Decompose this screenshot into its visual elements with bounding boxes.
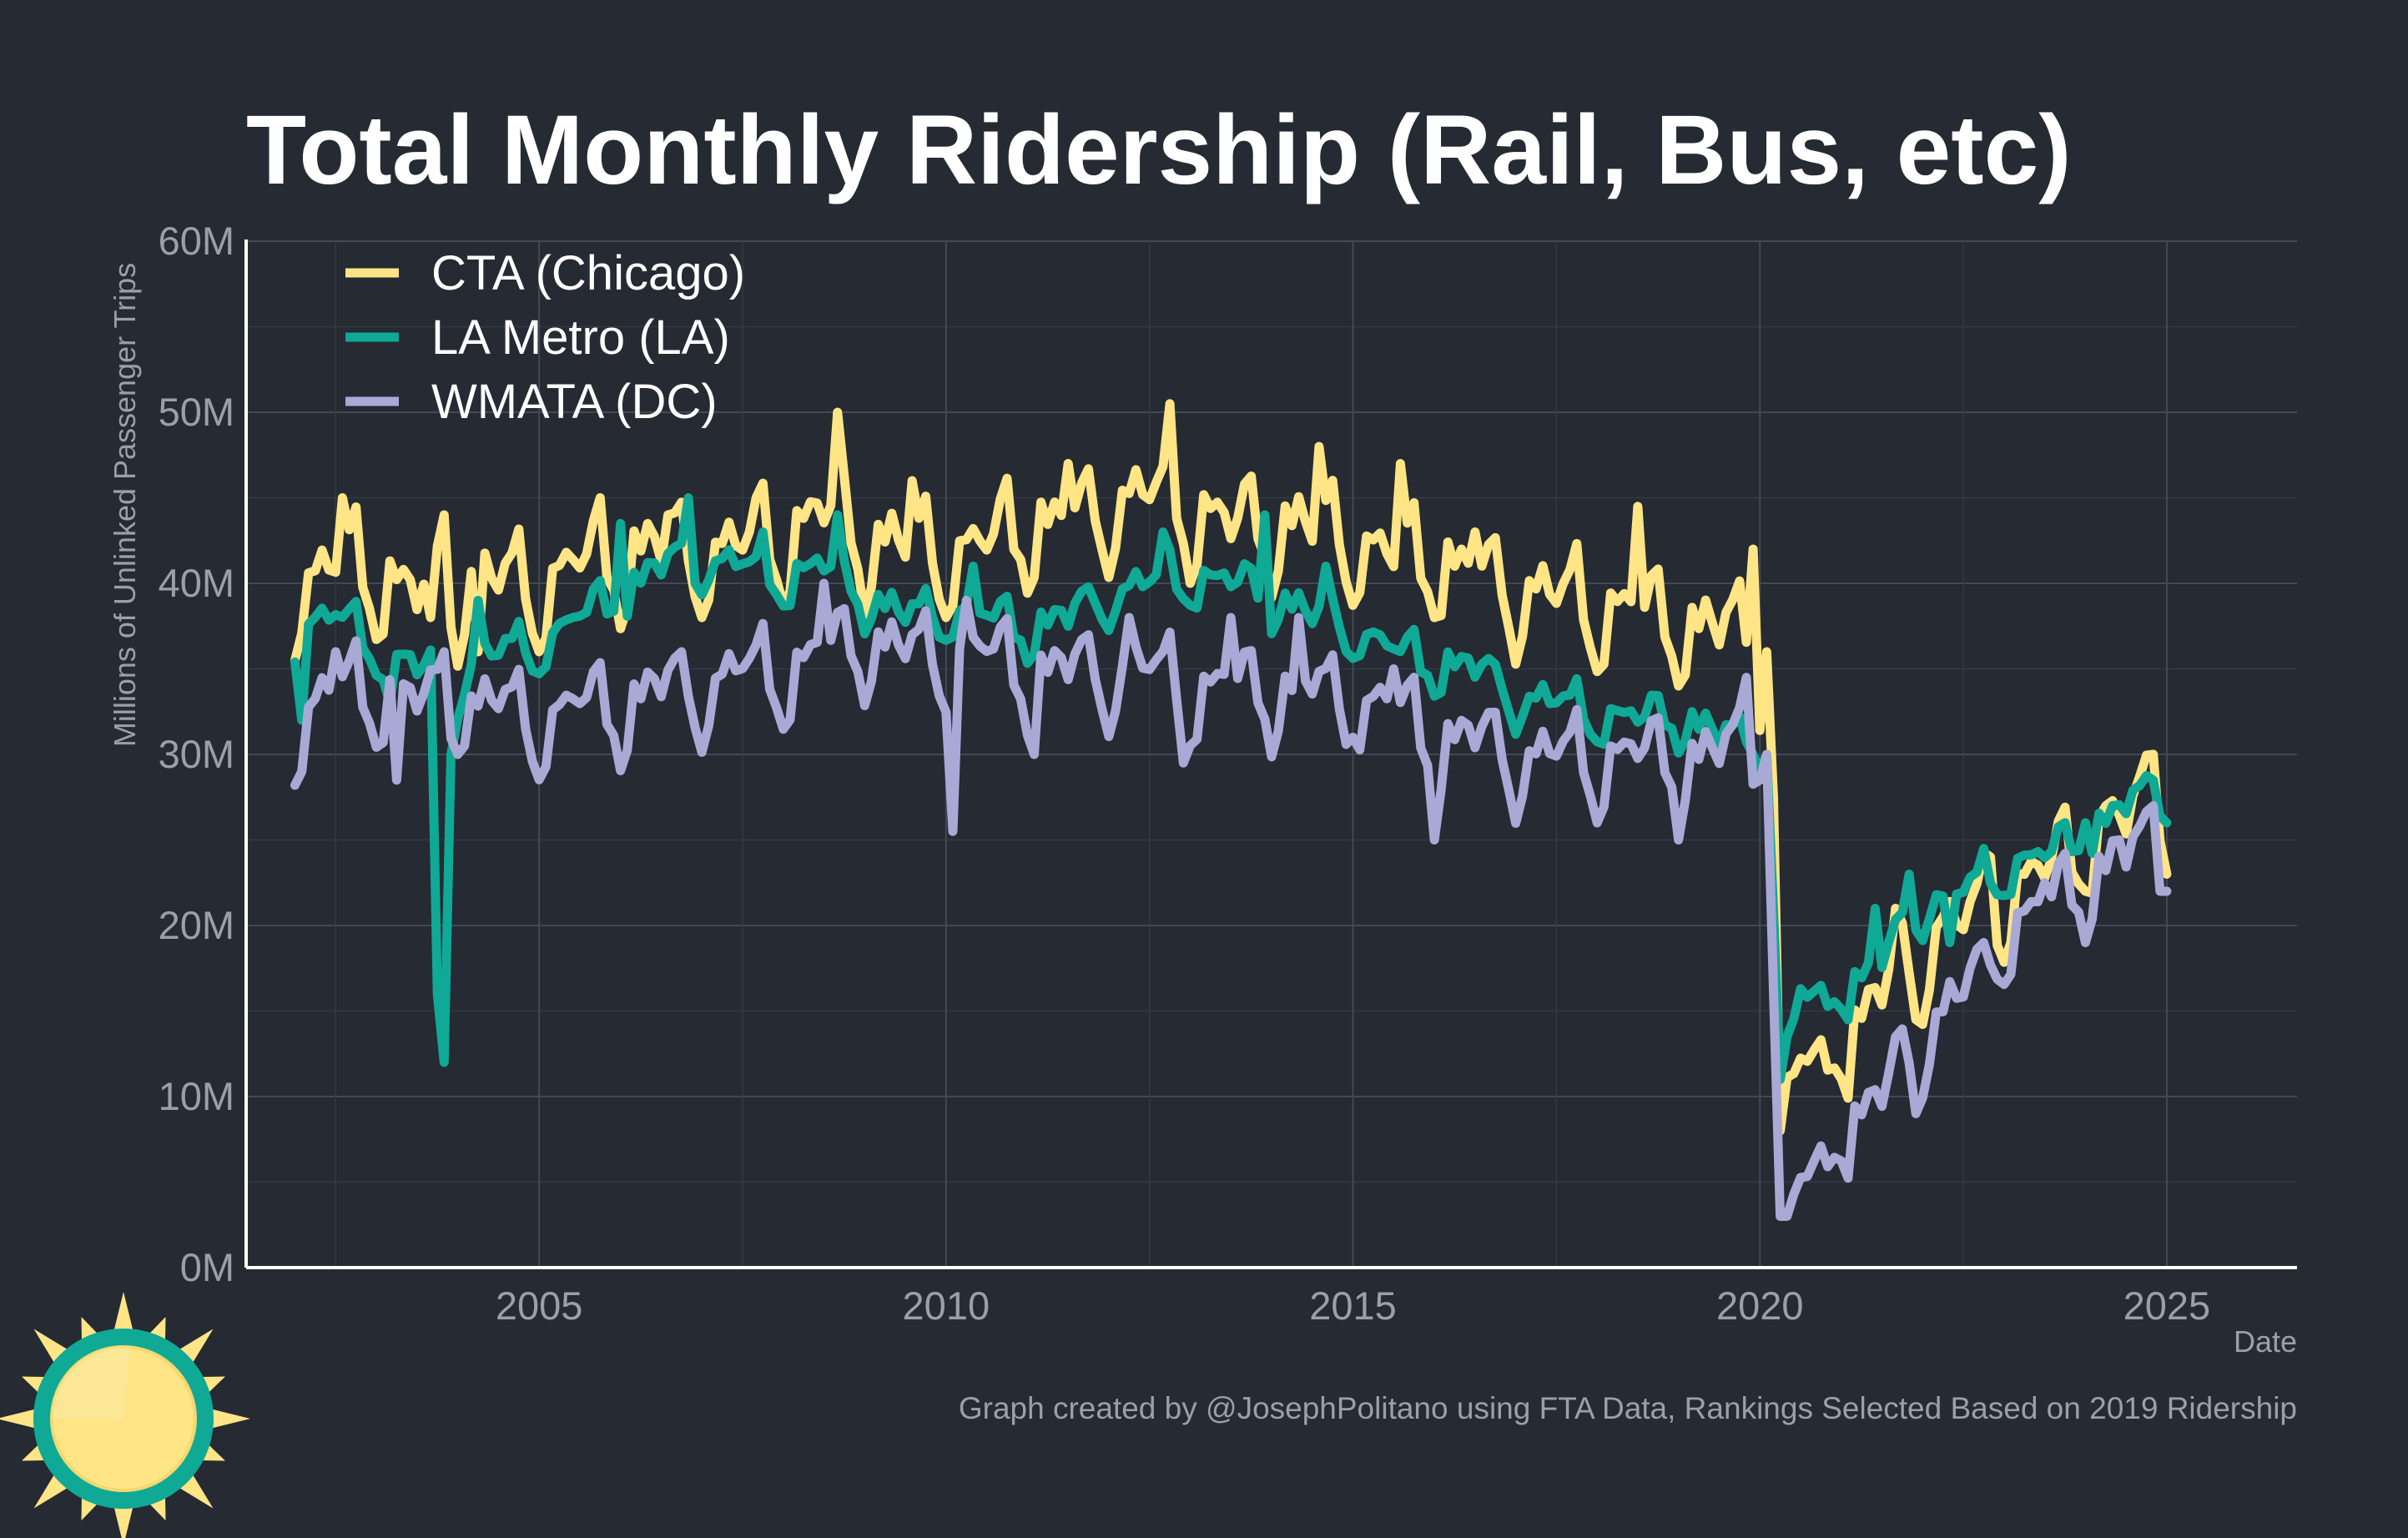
- x-tick-label: 2025: [2123, 1283, 2211, 1328]
- legend-label: WMATA (DC): [431, 375, 718, 429]
- y-tick-label: 0M: [180, 1245, 234, 1289]
- x-axis-label: Date: [2234, 1324, 2297, 1359]
- legend: CTA (Chicago) LA Metro (LA) WMATA (DC): [345, 246, 745, 429]
- y-tick-label: 20M: [159, 903, 234, 947]
- chart-title: Total Monthly Ridership (Rail, Bus, etc): [246, 95, 2072, 205]
- x-tick-label: 2010: [903, 1283, 990, 1328]
- y-axis-label: Millions of Unlinked Passenger Trips: [108, 263, 142, 747]
- series-layer: [290, 399, 2172, 1221]
- x-tick-label: 2020: [1716, 1283, 1804, 1328]
- grid: [246, 240, 2297, 1268]
- x-tick-label: 2005: [496, 1283, 583, 1328]
- y-tick-label: 50M: [159, 390, 234, 434]
- y-tick-label: 30M: [159, 732, 234, 776]
- series-line-0: [290, 399, 2172, 1136]
- y-tick-label: 60M: [159, 219, 234, 263]
- x-tick-label: 2015: [1309, 1283, 1397, 1328]
- sun-logo-icon: [0, 1292, 250, 1538]
- y-tick-label: 10M: [159, 1074, 234, 1118]
- legend-label: CTA (Chicago): [431, 246, 745, 300]
- series-line-1: [290, 493, 2172, 1084]
- axes: [244, 240, 2297, 1269]
- caption: Graph created by @JosephPolitano using F…: [959, 1391, 2297, 1425]
- series-line-2: [290, 578, 2172, 1221]
- ticks: 0M 10M 20M 30M 40M 50M 60M 2005 2010 2015 2020 2025: [159, 219, 2211, 1328]
- y-tick-label: 40M: [159, 561, 234, 605]
- legend-label: LA Metro (LA): [431, 310, 730, 365]
